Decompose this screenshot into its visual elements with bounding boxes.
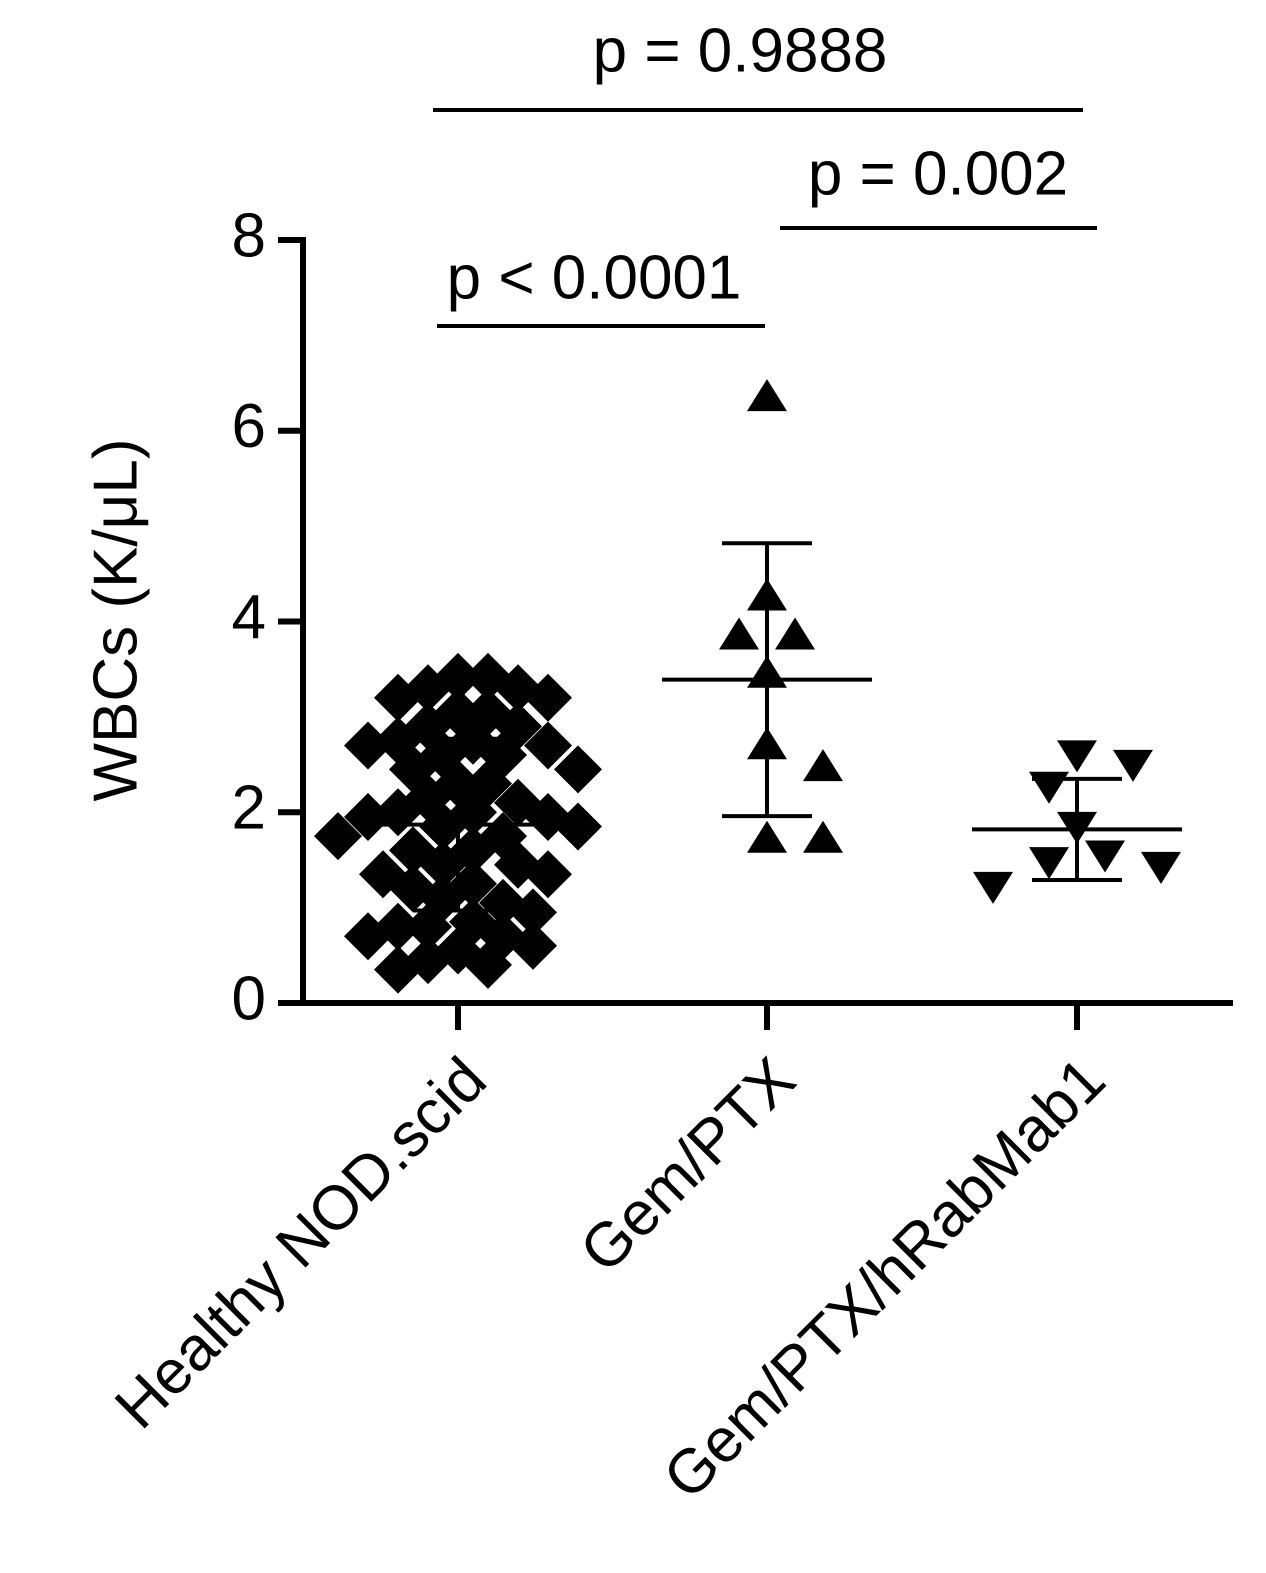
data-point xyxy=(464,940,512,989)
data-point xyxy=(1085,840,1125,873)
data-point xyxy=(554,802,602,851)
y-axis-label: WBCs (K/μL) xyxy=(81,439,150,802)
data-point xyxy=(344,793,392,842)
data-point xyxy=(509,888,557,937)
y-tick-label: 2 xyxy=(232,774,266,843)
data-point xyxy=(374,945,422,994)
data-point xyxy=(314,812,362,861)
y-tick-label: 6 xyxy=(232,392,266,461)
data-point xyxy=(747,379,787,412)
y-tick-label: 8 xyxy=(232,201,266,270)
x-tick-label: Healthy NOD.scid xyxy=(102,1045,499,1442)
data-point xyxy=(524,850,572,899)
data-point xyxy=(973,871,1013,904)
data-point xyxy=(344,721,392,770)
data-point xyxy=(524,721,572,770)
x-tick-label: Gem/PTX xyxy=(567,1045,808,1286)
data-point xyxy=(524,673,572,722)
data-point xyxy=(1029,771,1069,804)
data-point xyxy=(344,912,392,961)
data-point xyxy=(803,749,843,782)
data-point xyxy=(509,921,557,970)
y-tick-label: 4 xyxy=(232,583,266,652)
data-point xyxy=(554,745,602,794)
data-point xyxy=(747,820,787,853)
p-value: p = 0.002 xyxy=(808,139,1068,208)
data-point xyxy=(775,617,815,650)
data-point xyxy=(1113,749,1153,782)
y-tick-label: 0 xyxy=(232,964,266,1033)
data-point xyxy=(1029,847,1069,880)
data-point xyxy=(719,617,759,650)
data-point xyxy=(374,673,422,722)
data-point xyxy=(1141,851,1181,884)
data-point xyxy=(1057,740,1097,773)
data-point xyxy=(419,840,467,889)
p-value: p < 0.0001 xyxy=(447,243,742,312)
data-point xyxy=(803,820,843,853)
p-value: p = 0.9888 xyxy=(593,16,888,85)
data-point xyxy=(404,902,452,951)
